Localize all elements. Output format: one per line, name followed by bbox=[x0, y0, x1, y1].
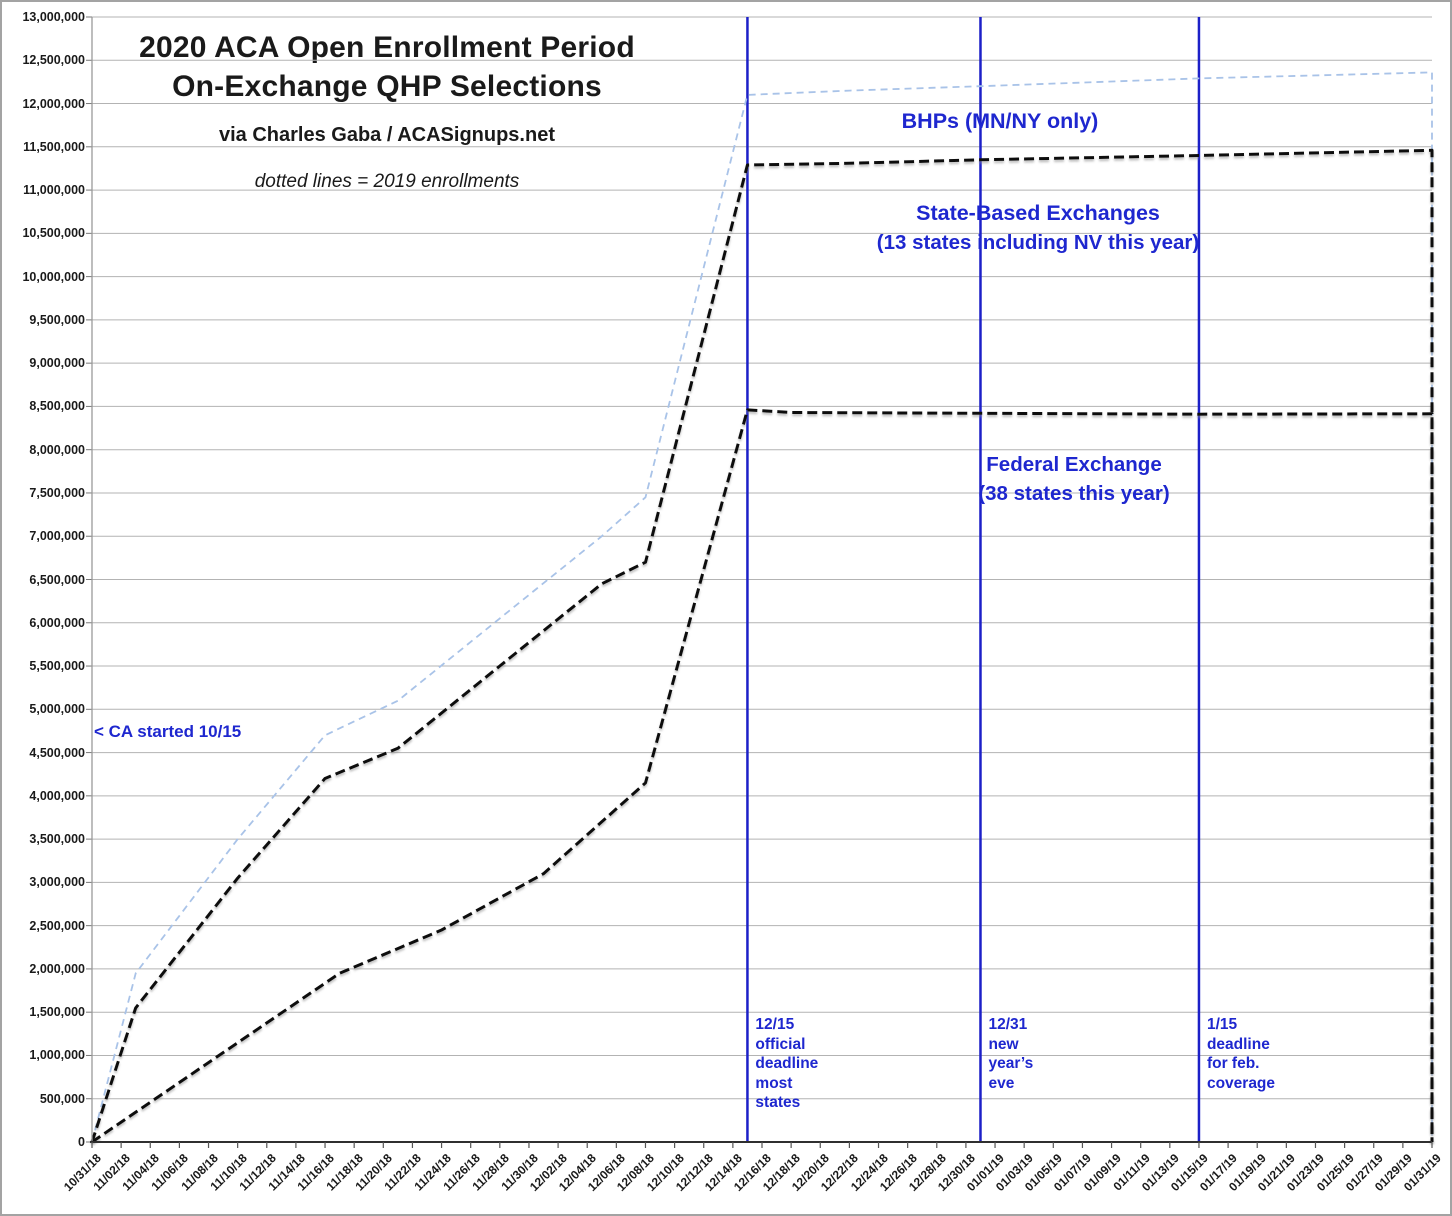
federal-exchange-label-line1: Federal Exchange bbox=[986, 453, 1162, 476]
federal-exchange-label: Federal Exchange (38 states this year) bbox=[824, 450, 1324, 508]
y-axis-label: 9,500,000 bbox=[29, 312, 85, 327]
y-axis-label: 3,000,000 bbox=[29, 875, 85, 890]
y-axis-label: 1,000,000 bbox=[29, 1048, 85, 1063]
y-axis-label: 2,000,000 bbox=[29, 961, 85, 976]
y-axis-label: 5,500,000 bbox=[29, 659, 85, 674]
chart-title-line2: On-Exchange QHP Selections bbox=[172, 70, 602, 103]
y-axis-label: 0 bbox=[78, 1135, 85, 1149]
y-axis-label: 7,500,000 bbox=[29, 485, 85, 500]
y-axis-label: 2,500,000 bbox=[29, 918, 85, 933]
y-axis-label: 8,500,000 bbox=[29, 399, 85, 414]
y-axis-label: 7,000,000 bbox=[29, 529, 85, 544]
deadline-annotation: 1/15 deadline for feb. coverage bbox=[1206, 1016, 1276, 1092]
chart-note: dotted lines = 2019 enrollments bbox=[254, 171, 520, 192]
series-2019-federal-exchange bbox=[91, 408, 1434, 1144]
y-axis-label: 3,500,000 bbox=[29, 832, 85, 847]
x-axis-label: 10/31/18 bbox=[60, 1151, 104, 1194]
gridlines bbox=[86, 16, 1432, 1143]
bhps-label: BHPs (MN/NY only) bbox=[901, 109, 1099, 133]
chart-plot bbox=[86, 16, 1434, 1148]
y-axis-label: 500,000 bbox=[39, 1091, 85, 1106]
deadline-vertical-lines bbox=[746, 17, 1201, 1142]
y-axis-label: 12,000,000 bbox=[22, 96, 85, 111]
y-axis-label: 10,500,000 bbox=[22, 226, 85, 241]
series-2019-state-based-exchanges-federal bbox=[90, 148, 1434, 1143]
deadline-annotation: 12/15 official deadline most states bbox=[755, 1016, 819, 1111]
y-axis-label: 11,500,000 bbox=[23, 139, 85, 154]
y-axis-label: 12,500,000 bbox=[22, 53, 85, 68]
state-based-exchanges-label-line1: State-Based Exchanges bbox=[916, 201, 1160, 225]
y-axis-label: 8,000,000 bbox=[29, 442, 85, 457]
chart-attribution: via Charles Gaba / ACASignups.net bbox=[218, 124, 555, 146]
y-axis-label: 11,000,000 bbox=[23, 183, 85, 198]
y-axis-label: 9,000,000 bbox=[29, 356, 85, 371]
y-axis-label: 13,000,000 bbox=[22, 10, 85, 24]
y-axis-label: 6,000,000 bbox=[29, 615, 85, 630]
y-axis-label: 1,500,000 bbox=[29, 1005, 85, 1020]
y-axis-label: 6,500,000 bbox=[29, 572, 85, 587]
state-based-exchanges-label: State-Based Exchanges (13 states includi… bbox=[748, 199, 1328, 257]
deadline-annotation: 12/31 new year’s eve bbox=[988, 1016, 1034, 1092]
axes bbox=[90, 17, 1433, 1148]
federal-exchange-label-line2: (38 states this year) bbox=[978, 482, 1170, 505]
series-lines bbox=[90, 71, 1434, 1144]
y-axis-label: 4,500,000 bbox=[29, 745, 85, 760]
y-axis-label: 4,000,000 bbox=[29, 788, 85, 803]
chart-title-line1: 2020 ACA Open Enrollment Period bbox=[139, 31, 635, 64]
y-axis-label: 10,000,000 bbox=[22, 269, 85, 284]
chart-title-block: 2020 ACA Open Enrollment Period On-Excha… bbox=[97, 28, 677, 193]
ca-started-note: < CA started 10/15 bbox=[94, 722, 242, 741]
series-2019-total-enrollments-incl-bhps bbox=[91, 71, 1433, 1143]
state-based-exchanges-label-line2: (13 states including NV this year) bbox=[876, 231, 1200, 254]
y-axis-label: 5,000,000 bbox=[29, 702, 85, 717]
